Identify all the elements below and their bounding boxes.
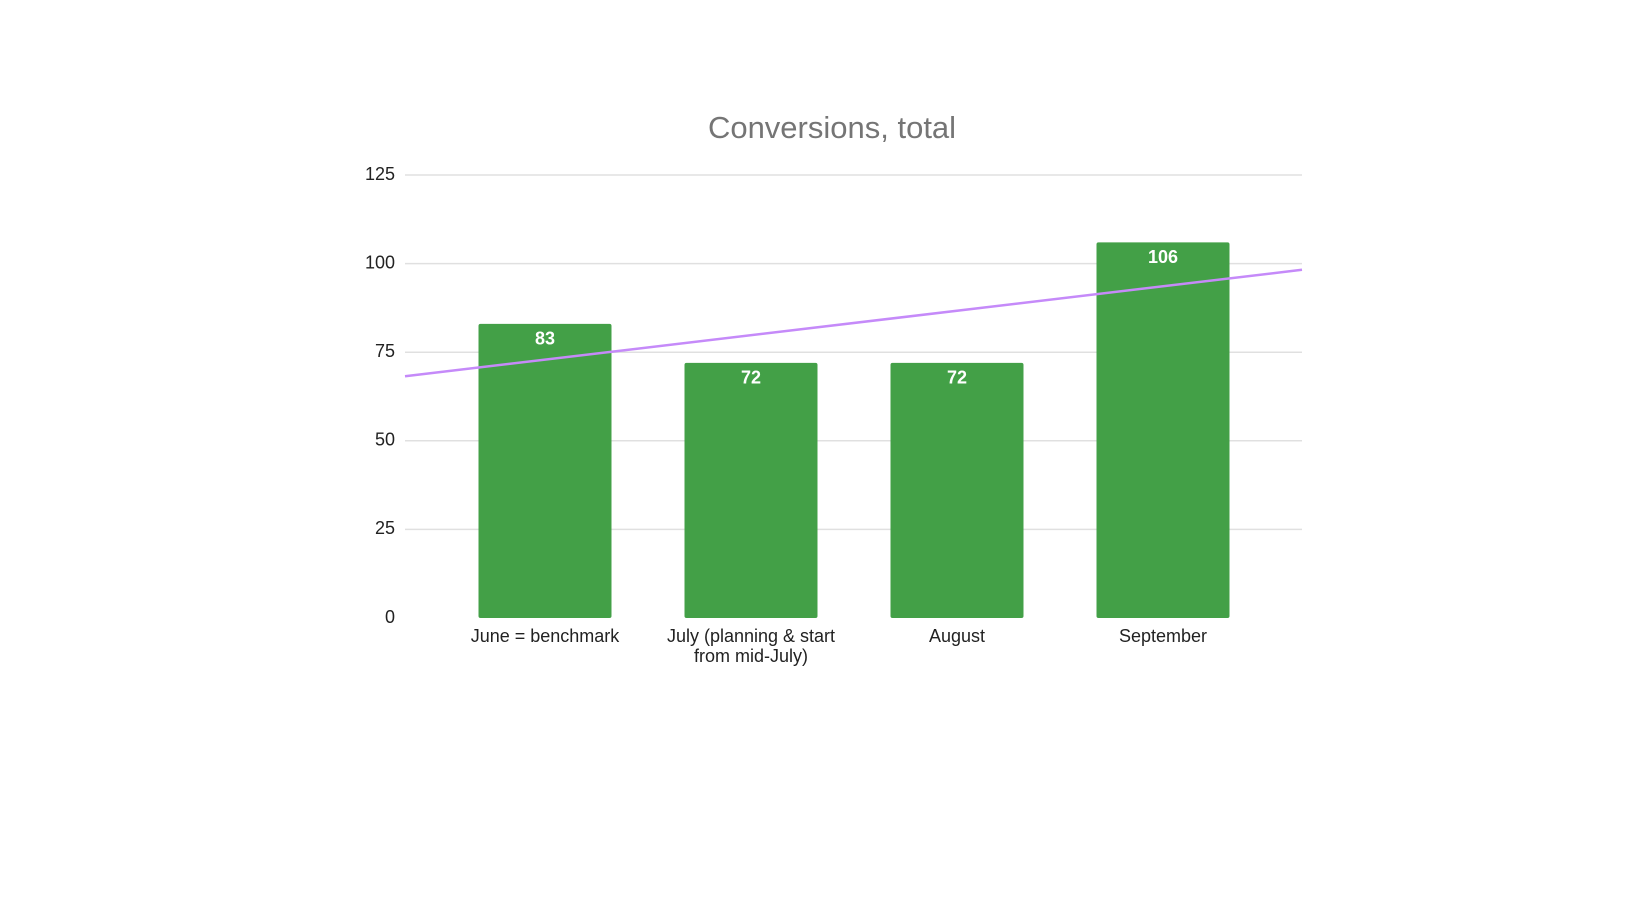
y-tick-label: 0	[385, 607, 395, 627]
x-tick-label: July (planning & start from mid-July)	[666, 626, 836, 666]
data-label: 72	[947, 368, 967, 388]
bar	[890, 362, 1024, 618]
bar	[1096, 242, 1230, 618]
data-label: 83	[535, 329, 555, 349]
y-tick-label: 75	[375, 341, 395, 361]
y-tick-label: 100	[365, 252, 395, 272]
bar	[478, 323, 612, 618]
x-tick-label: September	[1118, 626, 1208, 646]
trendline	[404, 268, 1303, 378]
x-tick-label: June = benchmark	[470, 626, 620, 646]
y-tick-label: 25	[375, 518, 395, 538]
data-label: 72	[741, 368, 761, 388]
chart-title: Conversions, total	[708, 110, 956, 145]
data-label: 106	[1148, 247, 1178, 267]
y-tick-label: 125	[365, 164, 395, 184]
bar	[684, 362, 818, 618]
y-tick-label: 50	[375, 430, 395, 450]
x-tick-label: August	[928, 626, 986, 646]
